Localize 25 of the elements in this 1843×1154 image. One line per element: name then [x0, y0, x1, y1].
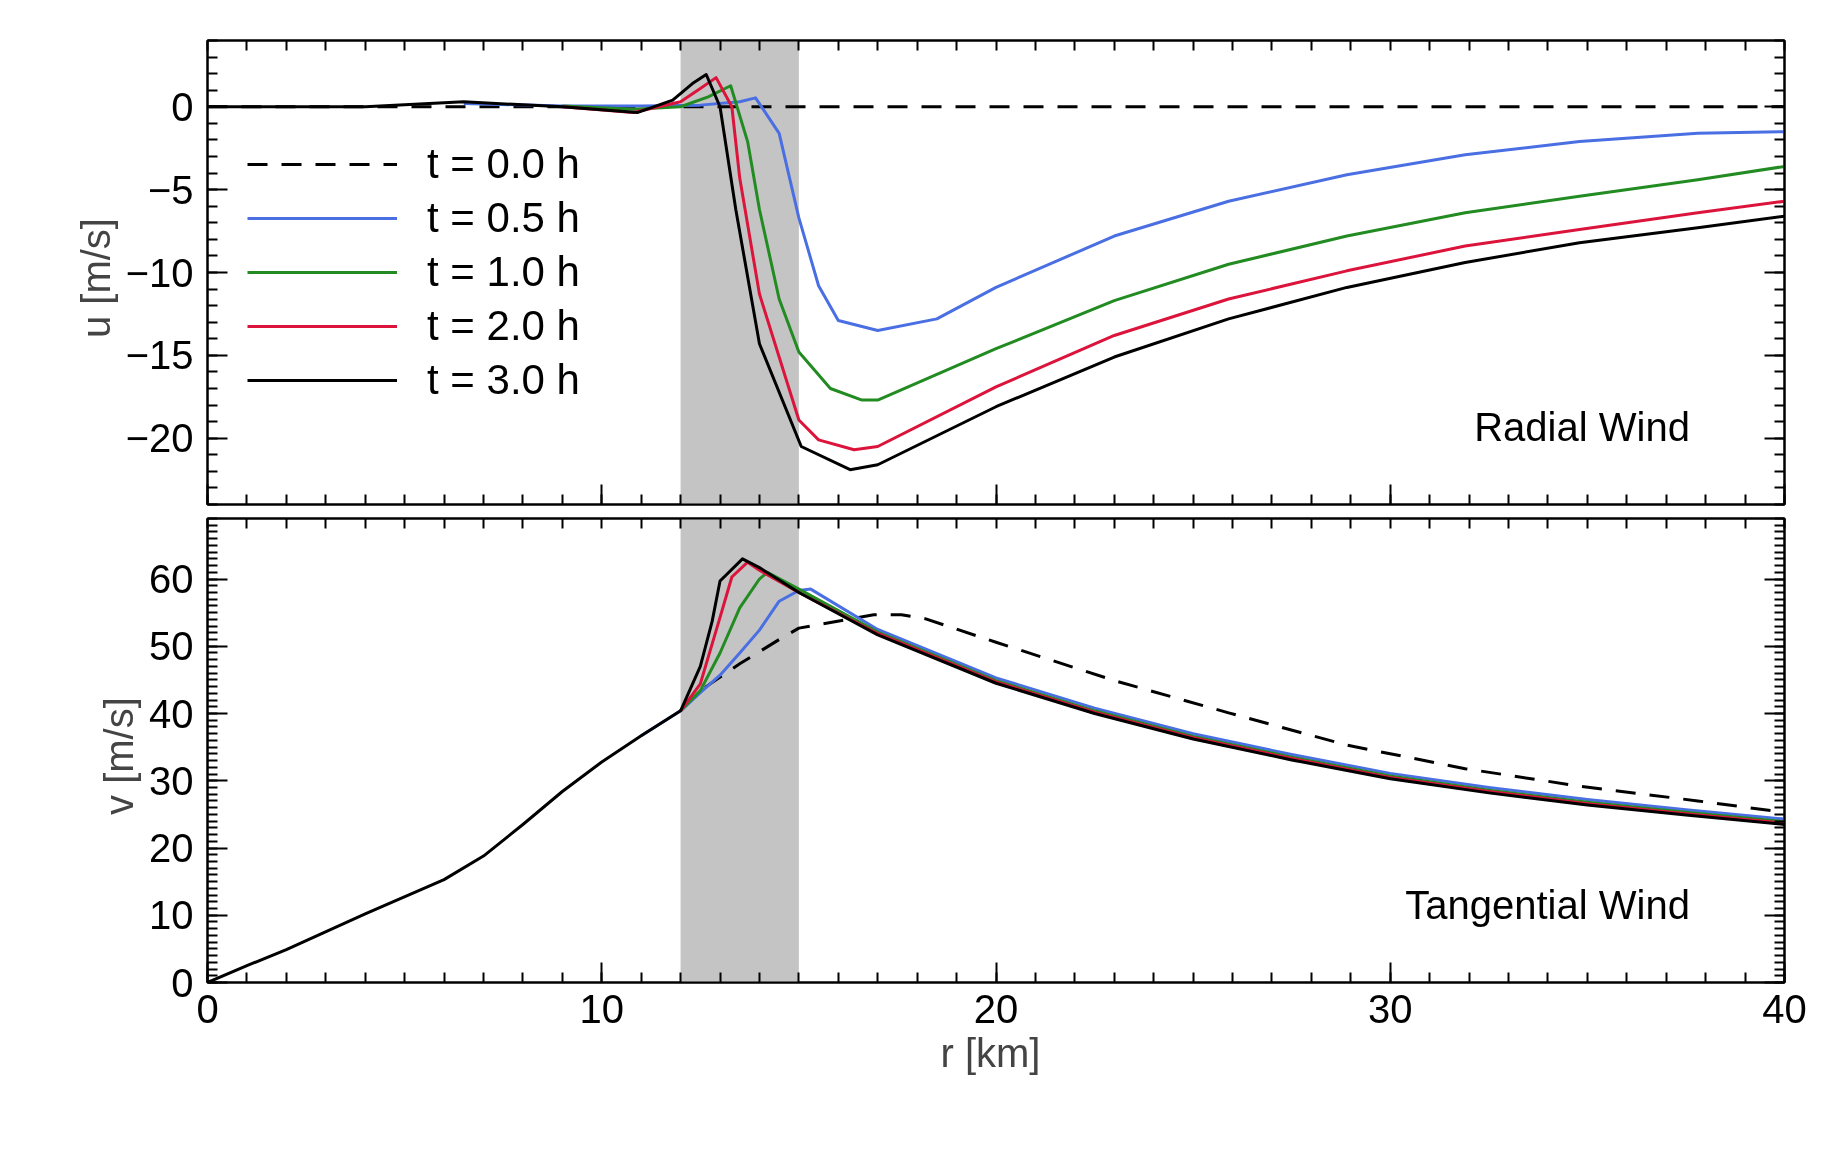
- y-tick-label: 0: [171, 84, 194, 129]
- x-axis-title: r [km]: [940, 1030, 1041, 1075]
- y-tick-label: 50: [149, 624, 194, 669]
- annotation: Radial Wind: [1474, 404, 1690, 449]
- legend-label: t = 0.5 h: [427, 194, 580, 242]
- x-tick-label: 20: [973, 986, 1019, 1031]
- y-axis-title: v [m/s]: [97, 697, 142, 815]
- annotation: Tangential Wind: [1405, 882, 1690, 927]
- y-tick-label: −15: [125, 333, 194, 378]
- x-tick-label: 40: [1762, 986, 1807, 1031]
- y-tick-label: 20: [149, 826, 194, 871]
- y-tick-label: 40: [149, 691, 194, 736]
- x-tick-label: 30: [1368, 986, 1413, 1031]
- y-tick-label: −5: [147, 167, 194, 212]
- legend-label: t = 3.0 h: [427, 356, 580, 404]
- y-tick-label: 60: [149, 557, 194, 602]
- legend-label: t = 0.0 h: [427, 140, 580, 188]
- legend-label: t = 2.0 h: [427, 302, 580, 350]
- y-tick-label: −10: [125, 250, 194, 295]
- y-tick-label: 30: [149, 758, 194, 803]
- x-tick-label: 10: [579, 986, 624, 1031]
- y-axis-title: u [m/s]: [73, 218, 118, 339]
- y-tick-label: −20: [125, 416, 194, 461]
- legend-label: t = 1.0 h: [427, 248, 580, 296]
- y-tick-label: 10: [149, 893, 194, 938]
